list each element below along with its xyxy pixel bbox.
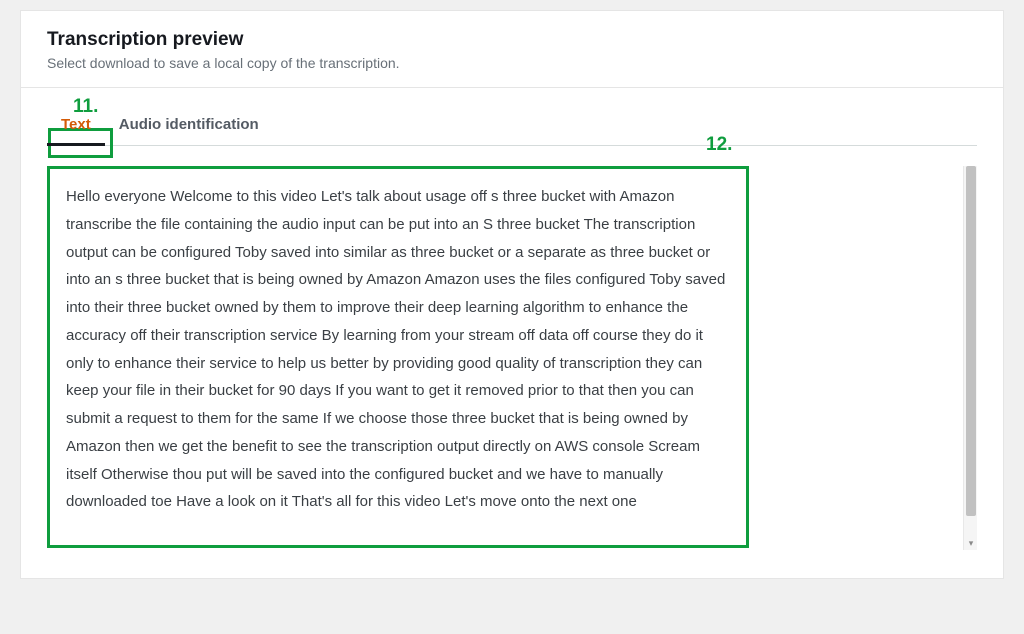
content-spacer xyxy=(749,166,963,550)
panel-header: Transcription preview Select download to… xyxy=(21,11,1003,88)
scrollbar-thumb[interactable] xyxy=(966,166,976,516)
tabs: Text Audio identification xyxy=(47,106,977,146)
scrollbar[interactable]: ▾ xyxy=(963,166,977,550)
tab-audio-identification[interactable]: Audio identification xyxy=(105,106,273,145)
tab-text[interactable]: Text xyxy=(47,106,105,145)
annotation-label-12: 12. xyxy=(706,134,732,156)
page-subtitle: Select download to save a local copy of … xyxy=(47,55,977,71)
content-area: 12. Hello everyone Welcome to this video… xyxy=(21,146,1003,578)
scroll-container: Hello everyone Welcome to this video Let… xyxy=(47,166,977,550)
tabs-area: 11. Text Audio identification xyxy=(21,106,1003,146)
transcription-preview-panel: Transcription preview Select download to… xyxy=(20,10,1004,579)
scrollbar-down-icon[interactable]: ▾ xyxy=(964,536,978,550)
page-title: Transcription preview xyxy=(47,29,977,51)
transcription-text: Hello everyone Welcome to this video Let… xyxy=(47,166,749,548)
